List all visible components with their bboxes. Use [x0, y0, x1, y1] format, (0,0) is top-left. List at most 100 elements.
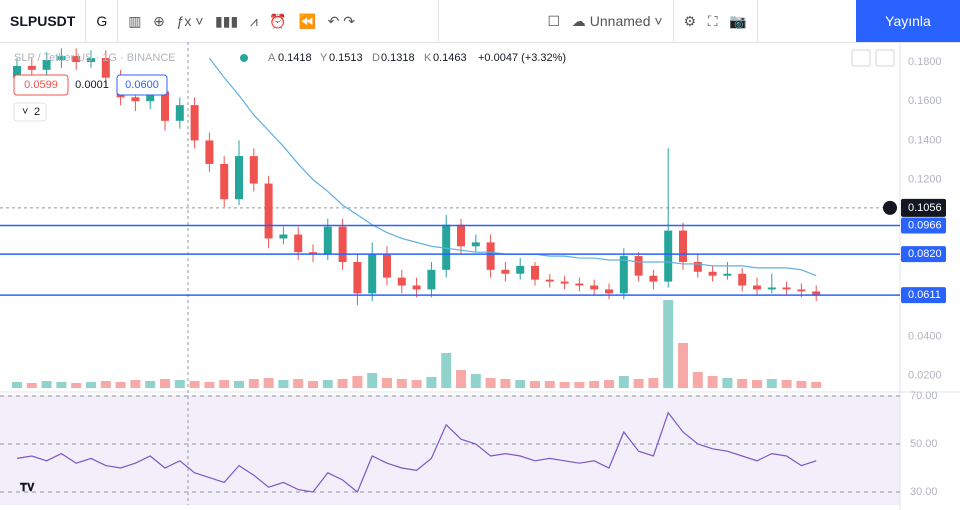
rsi-line	[16, 411, 817, 493]
candle-body	[264, 183, 273, 239]
candle-body	[545, 279, 554, 282]
volume-bar	[174, 380, 185, 388]
volume-bar	[322, 380, 333, 388]
crosshair-plus	[883, 200, 897, 215]
rsi-tick-label: 30.00	[910, 486, 938, 498]
interval[interactable]: G	[86, 0, 119, 42]
candle-body	[309, 252, 317, 255]
crosshair-price-box	[901, 198, 946, 217]
volume-bar	[604, 380, 614, 388]
candle-body	[353, 261, 362, 294]
candle-body	[412, 285, 421, 290]
volume-bar	[663, 300, 674, 388]
sell-box[interactable]	[13, 74, 69, 96]
price-tick-label: 0.0400	[908, 330, 942, 342]
toolbar: SLPUSDT G ▥ ⊕ ƒx ˅ ▮▮▮ ⩘ ⏰ ⏪ ↶ ↷ ☐ ☁ Unn…	[0, 0, 960, 43]
volume-bar	[722, 378, 733, 388]
candle-body	[161, 91, 169, 121]
volume-bar	[130, 380, 141, 388]
candle-body	[797, 289, 806, 292]
level-price-box	[901, 217, 946, 234]
candle-body	[101, 58, 110, 78]
volume-bar	[737, 379, 748, 388]
candle-body	[486, 242, 495, 270]
legend-h: 0.1513	[329, 52, 363, 64]
volume-bar	[278, 380, 289, 388]
candle-body	[146, 91, 155, 102]
buy-price: 0.0600	[125, 79, 159, 91]
volume-bar	[12, 382, 22, 388]
volume-bar	[485, 378, 496, 388]
candle-body	[57, 56, 66, 61]
candle-body	[457, 224, 465, 247]
publish-button[interactable]: Yayınla	[856, 0, 960, 42]
volume-bar	[515, 380, 526, 388]
candle-body	[812, 291, 821, 296]
logo: 𝐓𝐕	[20, 482, 35, 494]
candle-body	[72, 56, 81, 62]
indicators-toggle[interactable]	[13, 102, 47, 122]
buy-box[interactable]	[116, 74, 168, 96]
scroll-button[interactable]	[851, 49, 871, 67]
candle-body	[649, 275, 658, 282]
candle-body	[323, 226, 332, 255]
volume-bar	[411, 380, 422, 388]
volume-bar	[574, 382, 585, 388]
candle-body	[767, 287, 776, 290]
symbol[interactable]: SLPUSDT	[0, 0, 87, 42]
marks: 0.1800 0.1600 0.1400 0.1200 0.0400 0.0200 70.0…	[0, 48, 946, 498]
volume-bar	[100, 381, 111, 388]
volume-bar	[811, 382, 822, 388]
candle-body	[619, 256, 628, 294]
volume-bar	[544, 381, 555, 388]
volume-bar	[86, 382, 96, 388]
rsi-band	[0, 395, 900, 505]
layout[interactable]: ☐ ☁ Unnamed ˅	[538, 0, 674, 42]
volume-bar	[308, 381, 318, 388]
level-price-box	[901, 287, 946, 304]
volume-bar	[470, 374, 481, 388]
candle-body	[279, 234, 288, 239]
volume-bar	[41, 381, 52, 388]
candle-body	[42, 60, 51, 70]
candle-body	[753, 285, 761, 290]
volume-bar	[618, 376, 629, 388]
volume-bar	[352, 376, 363, 388]
level-price-box	[901, 246, 946, 263]
candle-body	[87, 58, 95, 62]
price-tick-label: 0.1600	[908, 95, 942, 107]
legend-l: 0.1318	[381, 52, 415, 64]
candle-body	[782, 287, 791, 290]
candle-body	[679, 230, 687, 262]
volume-bar	[71, 383, 82, 388]
candle-body	[368, 254, 377, 294]
candle-body	[516, 265, 525, 274]
volume-bar	[530, 381, 540, 388]
candle-body	[693, 261, 702, 272]
candle-body	[294, 234, 303, 253]
candle-body	[131, 97, 140, 102]
volume-bar	[160, 379, 170, 388]
legend-change: +0.0047 (+3.32%)	[478, 52, 566, 64]
candle-body	[190, 105, 199, 141]
volume-bar	[707, 376, 718, 388]
volume-bar	[559, 382, 570, 388]
volume-bar	[189, 381, 200, 388]
candle-body	[723, 273, 732, 276]
level-price: 0.0966	[908, 219, 942, 231]
volume-bar	[219, 380, 230, 388]
tools[interactable]: ▥ ⊕ ƒx ˅ ▮▮▮ ⩘ ⏰ ⏪ ↶ ↷	[118, 0, 440, 42]
price-tick-label: 0.1400	[908, 134, 942, 146]
candle-body	[738, 273, 747, 286]
chart: 0.1800 0.1600 0.1400 0.1200 0.0400 0.0200 70.0…	[0, 42, 960, 510]
legend-o: 0.1418	[278, 52, 312, 64]
volume-bar	[692, 372, 703, 388]
level-price: 0.0820	[908, 248, 942, 260]
volume-bar	[263, 378, 274, 388]
settings[interactable]: ⚙ ⛶ 📷	[674, 0, 758, 42]
reset-button[interactable]	[875, 49, 895, 67]
volume-bar	[648, 378, 659, 388]
volume-bar	[204, 382, 215, 388]
sell-price: 0.0599	[24, 79, 58, 91]
rsi-tick-label: 70.00	[910, 390, 938, 402]
